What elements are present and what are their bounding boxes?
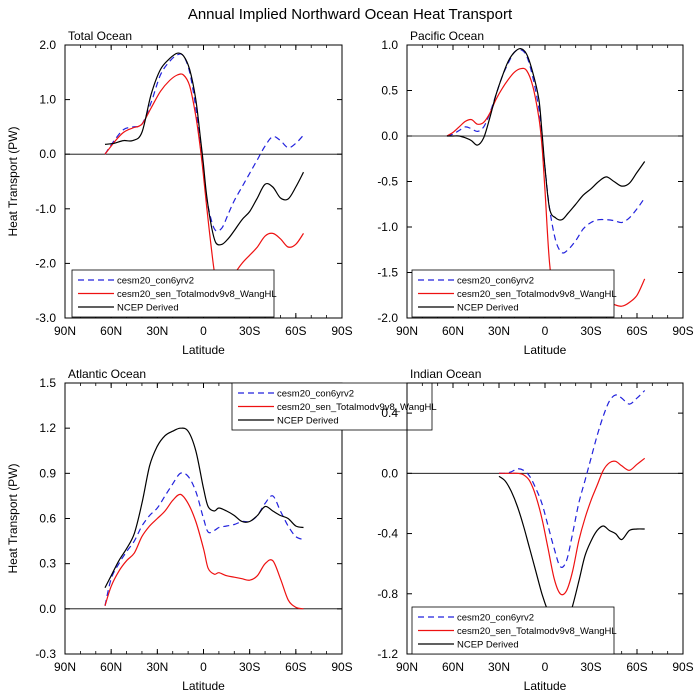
legend-label: NCEP Derived xyxy=(277,416,339,427)
y-tick-label: -0.8 xyxy=(377,587,398,601)
x-tick-label: 0 xyxy=(200,324,207,338)
y-tick-label: 1.2 xyxy=(39,421,56,435)
y-tick-label: 0.3 xyxy=(39,557,56,571)
panel-title: Atlantic Ocean xyxy=(68,367,146,381)
y-axis-label: Heat Transport (PW) xyxy=(6,463,20,573)
series-line-cesm20 xyxy=(446,48,646,254)
legend-label: cesm20_con6yrv2 xyxy=(457,276,534,287)
legend-label: cesm20_con6yrv2 xyxy=(277,389,354,400)
x-tick-label: 60S xyxy=(626,324,647,338)
legend-label: cesm20_con6yrv2 xyxy=(117,276,194,287)
y-tick-label: -1.0 xyxy=(377,220,398,234)
x-tick-label: 90N xyxy=(396,660,418,674)
y-tick-label: 0.0 xyxy=(381,129,398,143)
y-tick-label: 2.0 xyxy=(39,38,56,52)
panel-total-ocean: 90N 60N 30N 0 30S 60S 90S -3.0 -2.0 -1.0 0.0 1.0 2.0… xyxy=(6,29,353,357)
legend-label: cesm20_con6yrv2 xyxy=(457,613,534,624)
legend-label: cesm20_sen_Totalmodv9v8_WangHL xyxy=(117,289,277,300)
legend-label: NCEP Derived xyxy=(457,303,519,314)
x-tick-label: 30N xyxy=(146,324,168,338)
legend-label: cesm20_sen_Totalmodv9v8_WangHL xyxy=(277,402,437,413)
y-tick-label: 0.4 xyxy=(381,406,398,420)
y-tick-label: -0.5 xyxy=(377,175,398,189)
series-line-sen xyxy=(104,73,304,292)
y-tick-label: -1.0 xyxy=(35,202,56,216)
x-tick-label: 30S xyxy=(580,324,601,338)
y-tick-label: 0.5 xyxy=(381,84,398,98)
y-tick-label: 0.0 xyxy=(39,602,56,616)
series-line-cesm20 xyxy=(498,390,646,568)
series-line-cesm20 xyxy=(104,472,304,606)
series-line-sen xyxy=(104,493,304,610)
x-tick-label: 90N xyxy=(396,324,418,338)
x-tick-label: 30S xyxy=(580,660,601,674)
x-tick-label: 90S xyxy=(331,660,352,674)
y-tick-label: 1.0 xyxy=(381,38,398,52)
y-tick-label: 1.0 xyxy=(39,93,56,107)
x-tick-label: 30N xyxy=(146,660,168,674)
series-line-ncep xyxy=(104,427,304,589)
y-tick-label: -2.0 xyxy=(377,311,398,325)
y-tick-label: -0.4 xyxy=(377,527,398,541)
y-tick-label: 0.6 xyxy=(39,512,56,526)
y-tick-label: -0.3 xyxy=(35,647,56,661)
y-tick-label: 1.5 xyxy=(39,376,56,390)
legend: cesm20_con6yrv2 cesm20_sen_Totalmodv9v8_W… xyxy=(411,269,617,318)
x-tick-label: 0 xyxy=(542,660,549,674)
panel-atlantic-ocean: 90N 60N 30N 0 30S 60S 90S -0.3 0.0 0.3 0.6 0.9 1.2 1.… xyxy=(6,367,437,693)
legend: cesm20_con6yrv2 cesm20_sen_Totalmodv9v8_W… xyxy=(231,382,437,431)
x-tick-label: 90N xyxy=(54,660,76,674)
panel-title: Pacific Ocean xyxy=(410,29,484,43)
legend-label: NCEP Derived xyxy=(457,640,519,651)
x-axis-label: Latitude xyxy=(182,679,225,693)
x-axis-label: Latitude xyxy=(182,343,225,357)
series-line-sen xyxy=(498,457,646,596)
x-tick-label: 60S xyxy=(285,660,306,674)
panel-title: Total Ocean xyxy=(68,29,132,43)
y-tick-label: -2.0 xyxy=(35,256,56,270)
x-tick-label: 60S xyxy=(626,660,647,674)
y-tick-label: -3.0 xyxy=(35,311,56,325)
x-tick-label: 90S xyxy=(672,660,693,674)
x-tick-label: 90N xyxy=(54,324,76,338)
x-tick-label: 0 xyxy=(542,324,549,338)
panel-title: Indian Ocean xyxy=(410,367,481,381)
x-tick-label: 60N xyxy=(442,660,464,674)
x-tick-label: 30S xyxy=(239,660,260,674)
x-tick-label: 0 xyxy=(200,660,207,674)
legend-label: cesm20_sen_Totalmodv9v8_WangHL xyxy=(457,289,617,300)
x-tick-label: 60N xyxy=(100,660,122,674)
panel-pacific-ocean: 90N 60N 30N 0 30S 60S 90S -2.0 -1.5 -1.0 -0.5 0.0 0.… xyxy=(377,29,693,357)
figure-title: Annual Implied Northward Ocean Heat Tran… xyxy=(188,6,513,23)
x-axis-label: Latitude xyxy=(524,679,567,693)
x-tick-label: 90S xyxy=(331,324,352,338)
x-tick-label: 60N xyxy=(100,324,122,338)
x-tick-label: 60N xyxy=(442,324,464,338)
x-tick-label: 30N xyxy=(488,324,510,338)
y-tick-label: 0.0 xyxy=(39,147,56,161)
y-tick-label: 0.9 xyxy=(39,466,56,480)
y-axis-label: Heat Transport (PW) xyxy=(6,126,20,236)
series-line-cesm20 xyxy=(104,53,304,232)
legend: cesm20_con6yrv2 cesm20_sen_Totalmodv9v8_W… xyxy=(71,269,277,318)
series-line-ncep xyxy=(446,47,646,221)
series-line-ncep xyxy=(104,52,305,246)
legend-label: cesm20_sen_Totalmodv9v8_WangHL xyxy=(457,626,617,637)
y-tick-label: -1.5 xyxy=(377,266,398,280)
panel-indian-ocean: 90N 60N 30N 0 30S 60S 90S -1.2 -0.8 -0.4 0.0 0.4 Ind… xyxy=(377,367,693,693)
x-tick-label: 30N xyxy=(488,660,510,674)
x-tick-label: 30S xyxy=(239,324,260,338)
y-tick-label: -1.2 xyxy=(377,647,398,661)
y-tick-label: 0.0 xyxy=(381,466,398,480)
legend-label: NCEP Derived xyxy=(117,303,179,314)
x-axis-label: Latitude xyxy=(524,343,567,357)
x-tick-label: 90S xyxy=(672,324,693,338)
x-tick-label: 60S xyxy=(285,324,306,338)
legend: cesm20_con6yrv2 cesm20_sen_Totalmodv9v8_W… xyxy=(411,606,617,655)
